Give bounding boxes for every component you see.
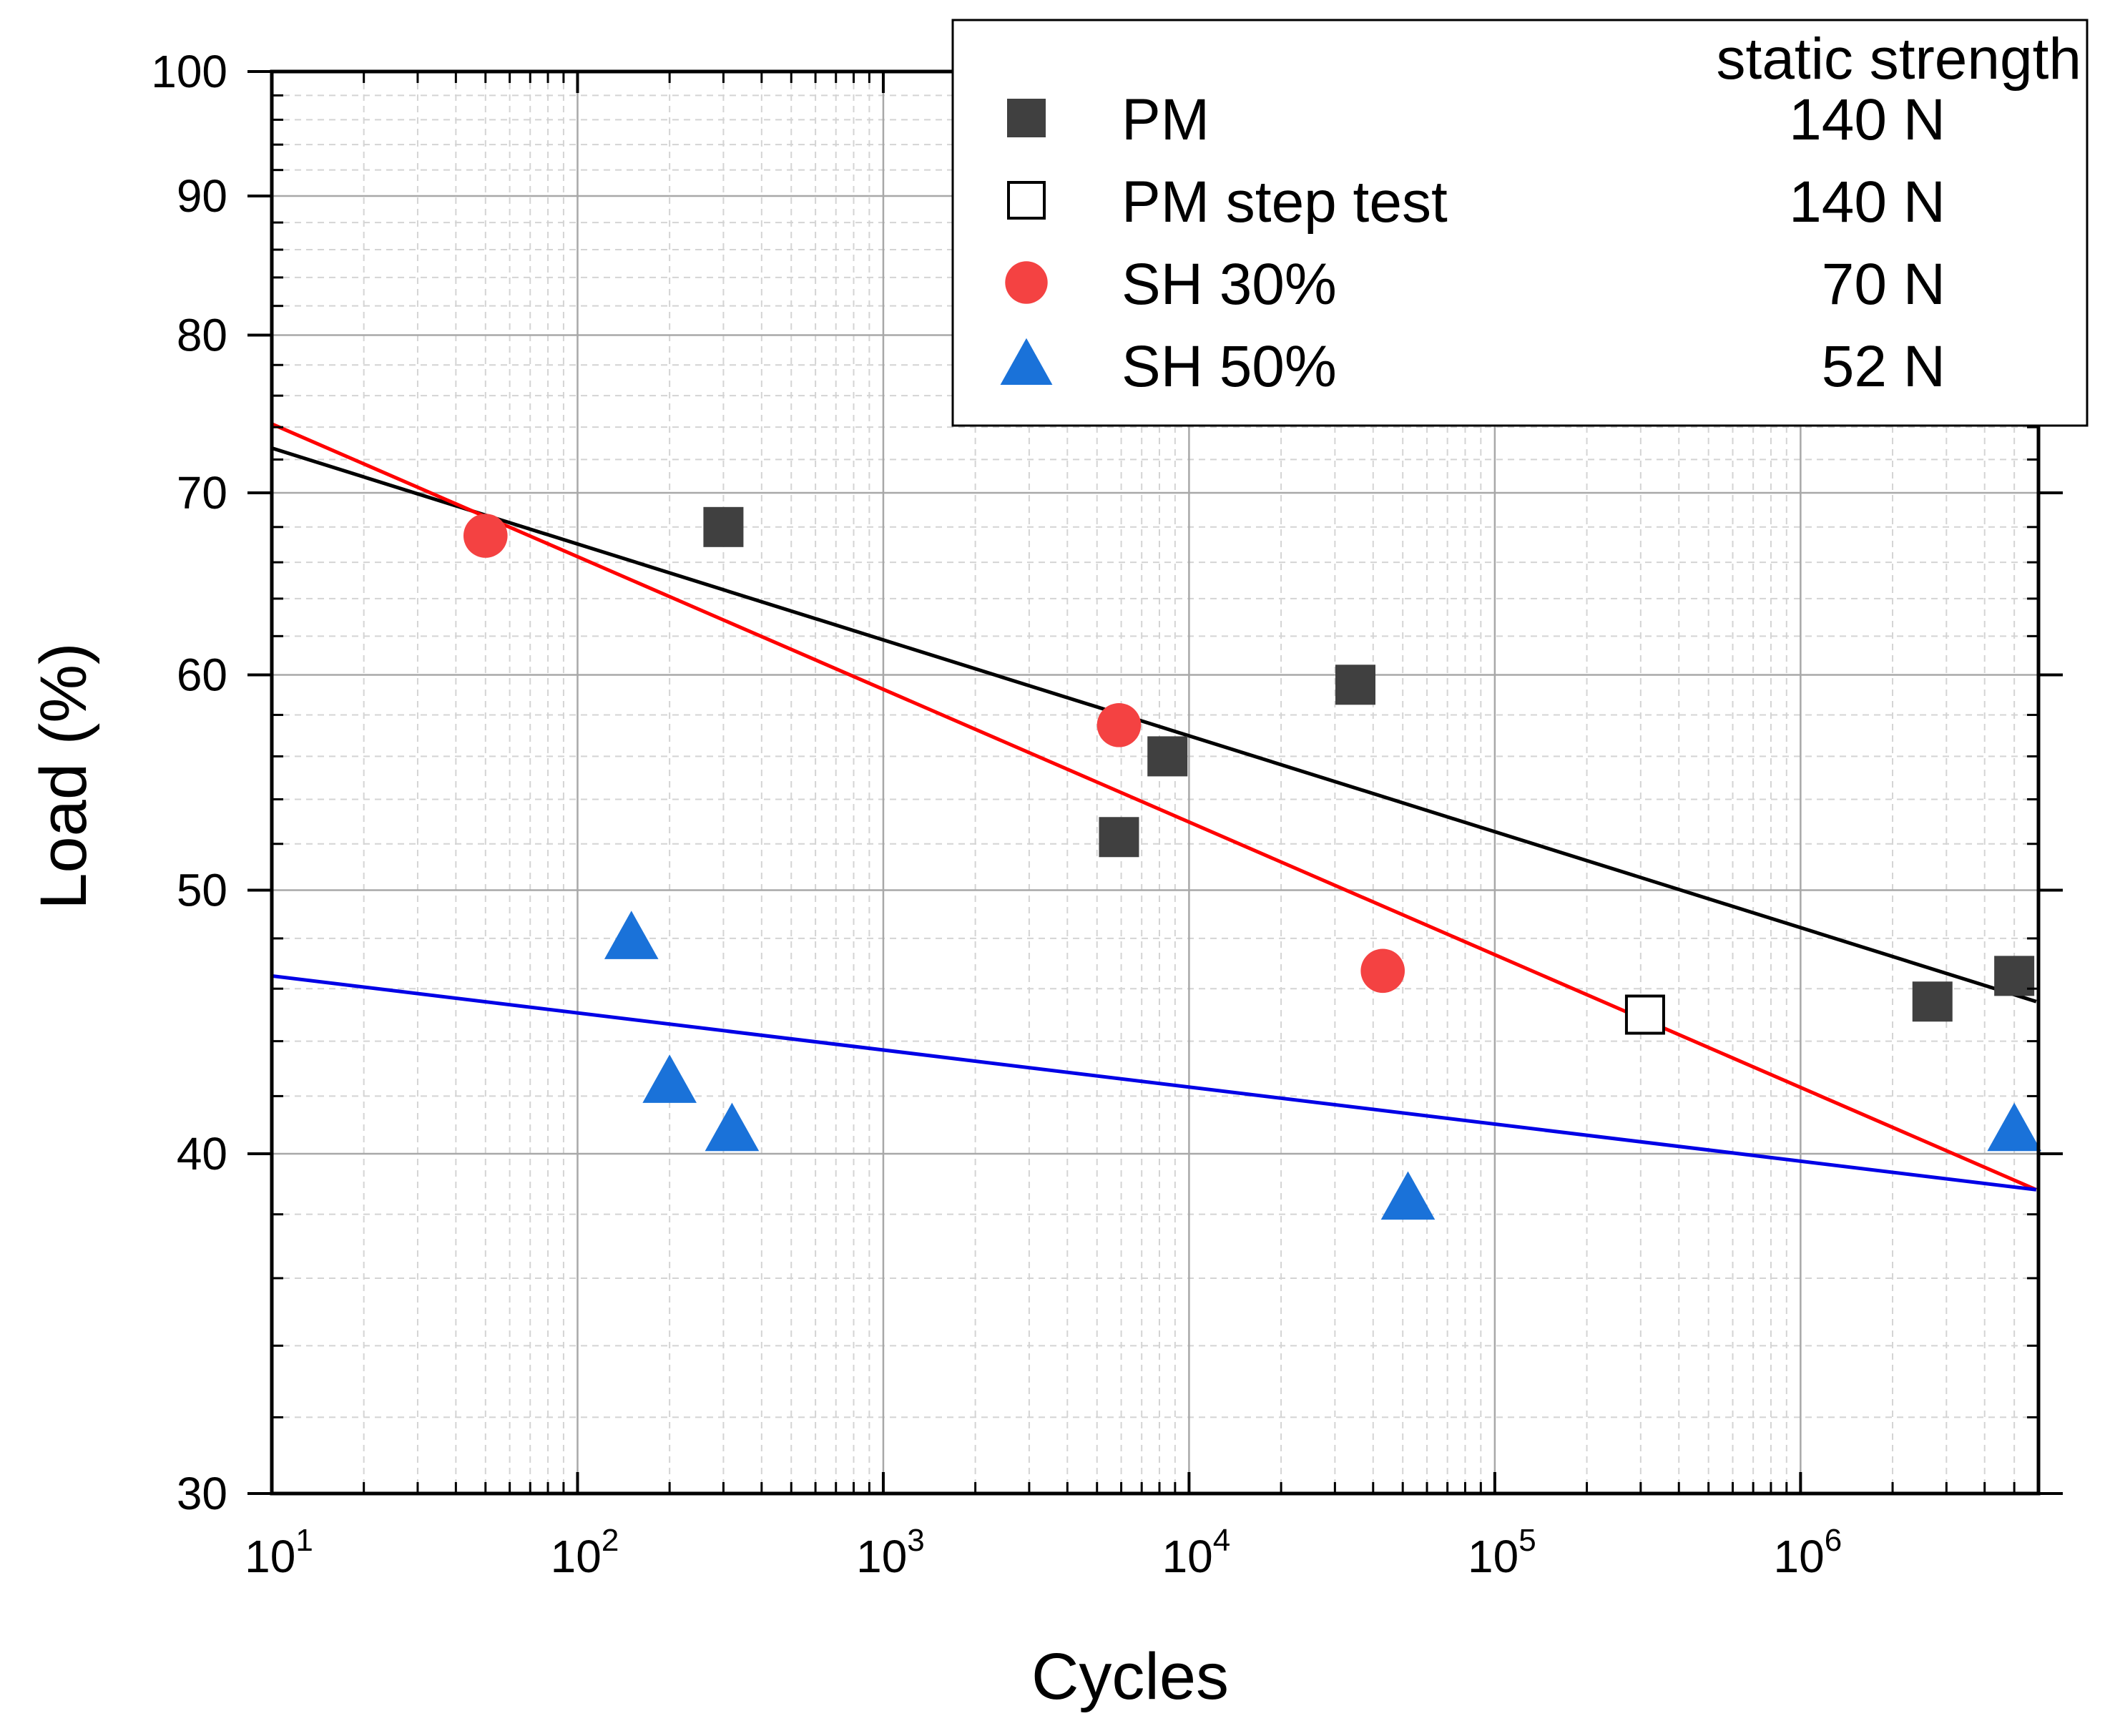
tick-labels: 101 102 103 104 105 106 30 40 50 60 70 80 90 100 (151, 46, 1842, 1582)
fit-line-pm (271, 446, 2037, 1004)
legend-value-sh-30-: 70 N (1822, 252, 1945, 317)
legend: static strength PM 140 N PM step test 140 N… (951, 19, 2089, 427)
x-tick-label: 106 (1774, 1523, 1842, 1582)
point-pm (1099, 817, 1139, 858)
point-sh-50- (1380, 1171, 1436, 1220)
point-sh-30- (463, 514, 508, 558)
point-pm (1994, 956, 2035, 996)
y-tick-label: 90 (177, 170, 227, 222)
y-tick-label: 100 (151, 46, 227, 97)
point-pm (1147, 736, 1188, 777)
point-pm (703, 506, 744, 547)
y-tick-label: 70 (177, 467, 227, 519)
point-pm (1912, 981, 1953, 1022)
legend-marker-pm-step-test (1007, 181, 1046, 220)
point-pm-step-test (1624, 994, 1665, 1035)
legend-label-sh-50-: SH 50% (1122, 334, 1337, 399)
x-tick-label: 104 (1162, 1523, 1231, 1582)
legend-box (951, 19, 2089, 427)
legend-marker-sh-30- (1005, 261, 1048, 304)
point-sh-50- (705, 1102, 760, 1152)
x-tick-label: 105 (1468, 1523, 1536, 1582)
point-pm (1335, 665, 1375, 705)
legend-entries: PM 140 N PM step test 140 N SH 30% 70 N SH 50%… (1000, 87, 1945, 399)
x-axis-title: Cycles (1031, 1640, 1229, 1713)
fit-line-sh-30- (271, 422, 2037, 1192)
y-tick-label: 50 (177, 865, 227, 916)
legend-marker-sh-50- (1000, 338, 1053, 385)
y-tick-label: 40 (177, 1128, 227, 1180)
legend-label-pm: PM (1122, 87, 1209, 152)
legend-label-pm-step-test: PM step test (1122, 170, 1448, 235)
fit-line-sh-50- (271, 974, 2037, 1192)
y-axis-title: Load (%) (27, 642, 100, 909)
y-tick-label: 60 (177, 649, 227, 700)
point-sh-50- (1987, 1102, 2041, 1152)
data-markers (463, 506, 2041, 1220)
legend-value-sh-50-: 52 N (1822, 334, 1945, 399)
point-sh-50- (604, 911, 659, 959)
point-sh-30- (1360, 948, 1405, 994)
legend-value-pm: 140 N (1789, 87, 1945, 152)
fit-lines (271, 422, 2037, 1192)
y-tick-label: 30 (177, 1468, 227, 1519)
legend-label-sh-30-: SH 30% (1122, 252, 1337, 317)
y-tick-label: 80 (177, 309, 227, 361)
x-tick-label: 102 (551, 1523, 619, 1582)
legend-marker-pm (1007, 99, 1046, 137)
x-tick-label: 103 (856, 1523, 925, 1582)
legend-header: static strength (1717, 26, 2081, 92)
point-sh-50- (642, 1054, 697, 1103)
legend-value-pm-step-test: 140 N (1789, 170, 1945, 235)
x-tick-label: 101 (245, 1523, 313, 1582)
point-sh-30- (1096, 702, 1142, 747)
